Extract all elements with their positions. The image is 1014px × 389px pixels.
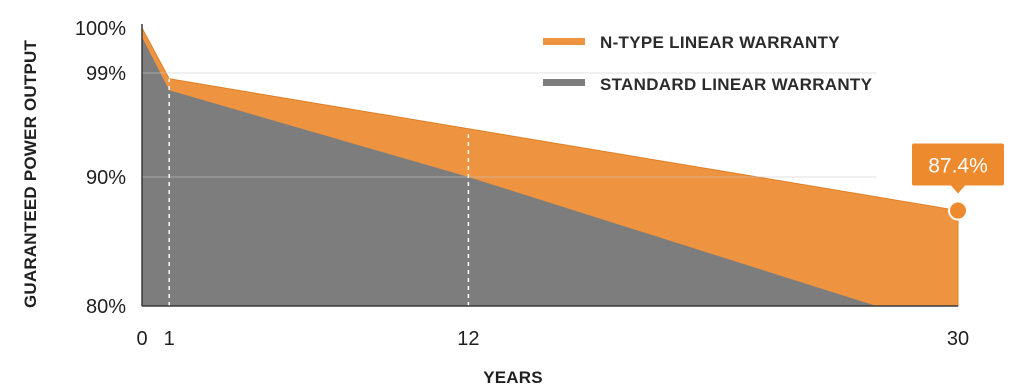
x-tick-label-0: 0 [136,328,147,350]
x-tick-label-30: 30 [947,328,969,350]
reference-lines [168,78,470,306]
legend-swatch-n-type [543,38,585,45]
y-tick-label-99: 99% [86,63,126,85]
callout-label: 87.4% [928,155,988,178]
legend-label-standard: STANDARD LINEAR WARRANTY [600,75,873,94]
x-axis-title: YEARS [483,368,543,387]
legend-label-n-type: N-TYPE LINEAR WARRANTY [600,33,840,52]
y-tick-label-100: 100% [75,18,126,40]
x-tick-label-12: 12 [457,328,479,350]
x-tick-labels: 0 1 12 30 [136,328,969,350]
standard-warranty-area [142,37,877,306]
callout-box [912,143,1004,186]
legend: N-TYPE LINEAR WARRANTY STANDARD LINEAR W… [543,33,873,94]
y-tick-label-90: 90% [86,167,126,189]
callout-pointer [951,185,965,194]
gridlines [142,72,877,178]
x-tick-label-1: 1 [164,328,175,350]
end-value-callout: 87.4% [912,143,1004,221]
y-axis-title: GUARANTEED POWER OUTPUT [21,40,40,309]
legend-swatch-standard [543,79,585,86]
y-tick-labels: 100% 99% 90% 80% [75,18,126,318]
n-type-end-point [948,200,968,221]
y-tick-label-80: 80% [86,296,126,318]
